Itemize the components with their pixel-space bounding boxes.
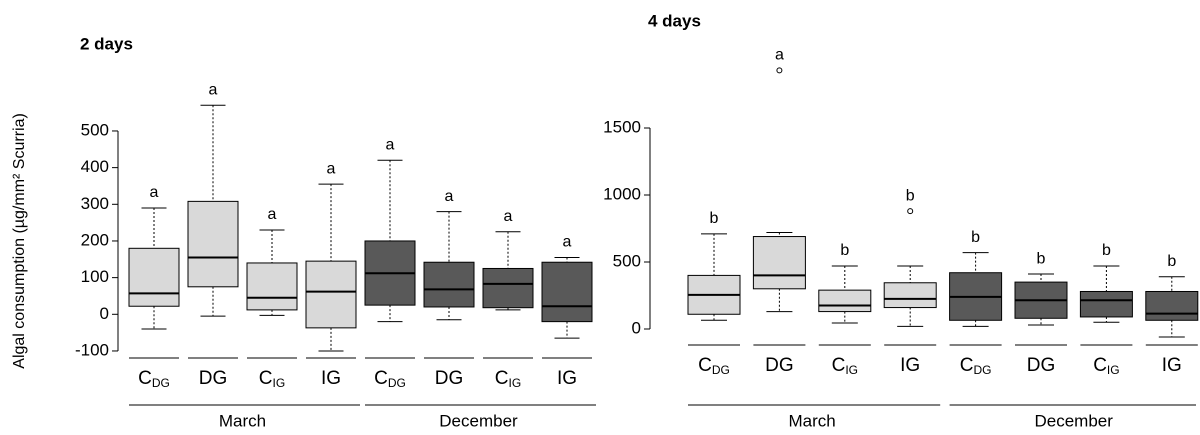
- group-label: March: [219, 411, 266, 430]
- letter-label: b: [971, 229, 980, 246]
- y-tick-label: 500: [81, 120, 109, 139]
- category-text: C: [374, 368, 388, 389]
- letter-label: b: [1037, 250, 1046, 267]
- letter-label: b: [1167, 253, 1176, 270]
- category-text: DG: [1027, 355, 1056, 376]
- category-text: DG: [435, 368, 464, 389]
- category-label: CDG: [138, 368, 170, 390]
- box: [752, 236, 806, 290]
- group-label: December: [1034, 411, 1113, 430]
- category-label: DG: [1027, 355, 1056, 376]
- box: [883, 282, 937, 309]
- letter-label: a: [504, 208, 513, 225]
- category-label: DG: [765, 355, 794, 376]
- category-label: DG: [435, 368, 464, 389]
- chart-title: 2 days: [80, 34, 133, 53]
- category-text: IG: [900, 355, 920, 376]
- category-text: C: [960, 355, 974, 376]
- letter-label: a: [268, 206, 277, 223]
- y-tick-label: 0: [100, 304, 109, 323]
- category-subscript: IG: [273, 376, 286, 390]
- y-tick-label: 200: [81, 230, 109, 249]
- y-tick-label: 300: [81, 194, 109, 213]
- y-tick-label: 100: [81, 267, 109, 286]
- category-label: IG: [900, 355, 920, 376]
- category-label: CDG: [698, 355, 730, 377]
- category-label: CIG: [1093, 355, 1119, 377]
- category-label: CIG: [495, 368, 521, 390]
- y-tick-label: -100: [75, 340, 109, 359]
- category-subscript: IG: [845, 363, 858, 377]
- category-text: IG: [557, 368, 577, 389]
- group-label: March: [788, 411, 835, 430]
- outlier: [776, 67, 783, 74]
- letter-label: a: [209, 82, 218, 99]
- category-label: IG: [1162, 355, 1182, 376]
- y-tick-label: 1000: [603, 184, 641, 203]
- category-text: IG: [321, 368, 341, 389]
- letter-label: b: [1102, 242, 1111, 259]
- category-text: C: [138, 368, 152, 389]
- category-text: C: [495, 368, 509, 389]
- box: [482, 267, 534, 309]
- category-subscript: IG: [509, 376, 522, 390]
- letter-label: a: [150, 184, 159, 201]
- category-subscript: DG: [388, 376, 406, 390]
- category-label: CDG: [960, 355, 992, 377]
- category-subscript: IG: [1107, 363, 1120, 377]
- box: [246, 262, 298, 311]
- y-tick-label: 400: [81, 157, 109, 176]
- category-subscript: DG: [973, 363, 991, 377]
- category-label: IG: [557, 368, 577, 389]
- category-text: C: [698, 355, 712, 376]
- box: [305, 260, 357, 329]
- category-label: CIG: [259, 368, 285, 390]
- y-axis-label: Algal consumption (µg/mm² Scurria): [11, 113, 28, 369]
- letter-label: a: [386, 137, 395, 154]
- box: [541, 261, 593, 323]
- category-text: C: [832, 355, 846, 376]
- category-text: DG: [765, 355, 794, 376]
- category-text: C: [259, 368, 273, 389]
- letter-label: a: [775, 47, 784, 64]
- y-tick-label: 0: [632, 318, 641, 337]
- category-label: CIG: [832, 355, 858, 377]
- letter-label: a: [563, 234, 572, 251]
- category-label: IG: [321, 368, 341, 389]
- category-subscript: DG: [712, 363, 730, 377]
- letter-label: a: [327, 160, 336, 177]
- box: [1145, 290, 1199, 321]
- box: [187, 200, 239, 288]
- letter-label: b: [710, 210, 719, 227]
- outlier: [907, 208, 914, 215]
- category-text: DG: [199, 368, 228, 389]
- box: [1079, 290, 1133, 318]
- letter-label: a: [445, 188, 454, 205]
- y-tick-label: 500: [613, 251, 641, 270]
- category-subscript: DG: [152, 376, 170, 390]
- category-text: C: [1093, 355, 1107, 376]
- box: [818, 289, 872, 313]
- category-label: DG: [199, 368, 228, 389]
- group-label: December: [439, 411, 518, 430]
- letter-label: b: [906, 187, 915, 204]
- letter-label: b: [840, 242, 849, 259]
- category-text: IG: [1162, 355, 1182, 376]
- box: [128, 247, 180, 307]
- box: [423, 261, 475, 308]
- category-label: CDG: [374, 368, 406, 390]
- y-tick-label: 1500: [603, 117, 641, 136]
- chart-title: 4 days: [648, 11, 701, 30]
